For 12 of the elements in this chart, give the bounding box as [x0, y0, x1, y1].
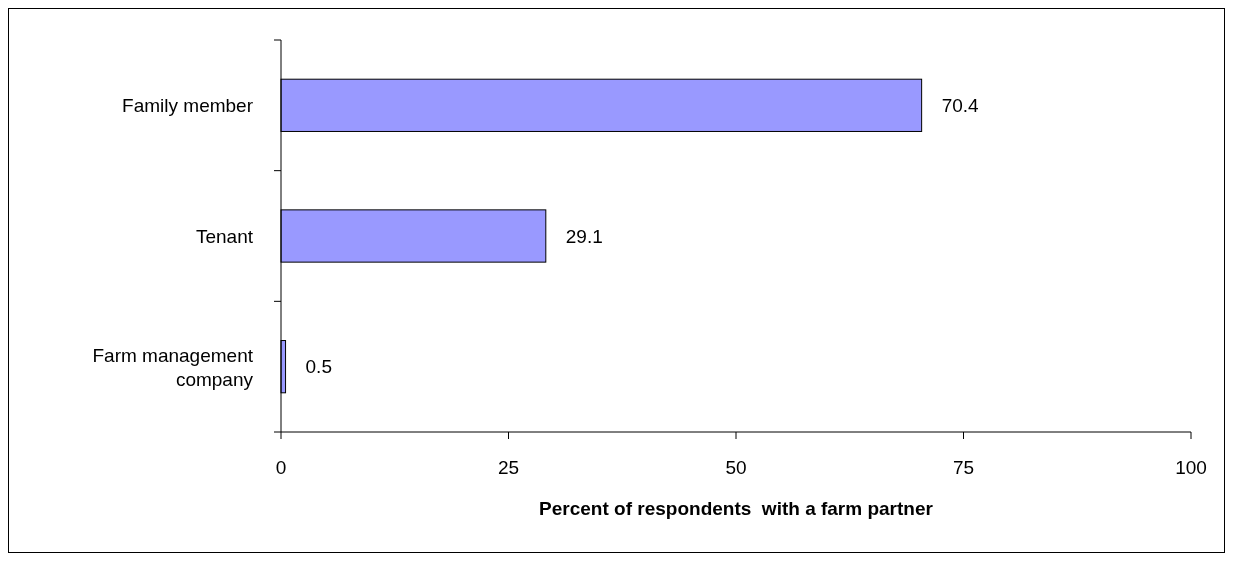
data-label: 29.1	[565, 225, 603, 247]
y-tick-label: Farm management company	[92, 344, 254, 390]
y-tick-label: Tenant	[195, 225, 254, 247]
x-tick-label: 50	[725, 457, 747, 478]
x-tick-label: 0	[275, 457, 287, 478]
data-label: 0.5	[305, 356, 332, 378]
data-label: 70.4	[941, 94, 980, 116]
x-tick-label: 100	[1175, 457, 1207, 478]
x-tick-label: 75	[952, 457, 975, 478]
y-tick-label: Family member	[122, 94, 254, 116]
x-axis-title: Percent of respondents with a farm partner	[539, 498, 934, 519]
x-tick-label: 25	[497, 457, 520, 478]
